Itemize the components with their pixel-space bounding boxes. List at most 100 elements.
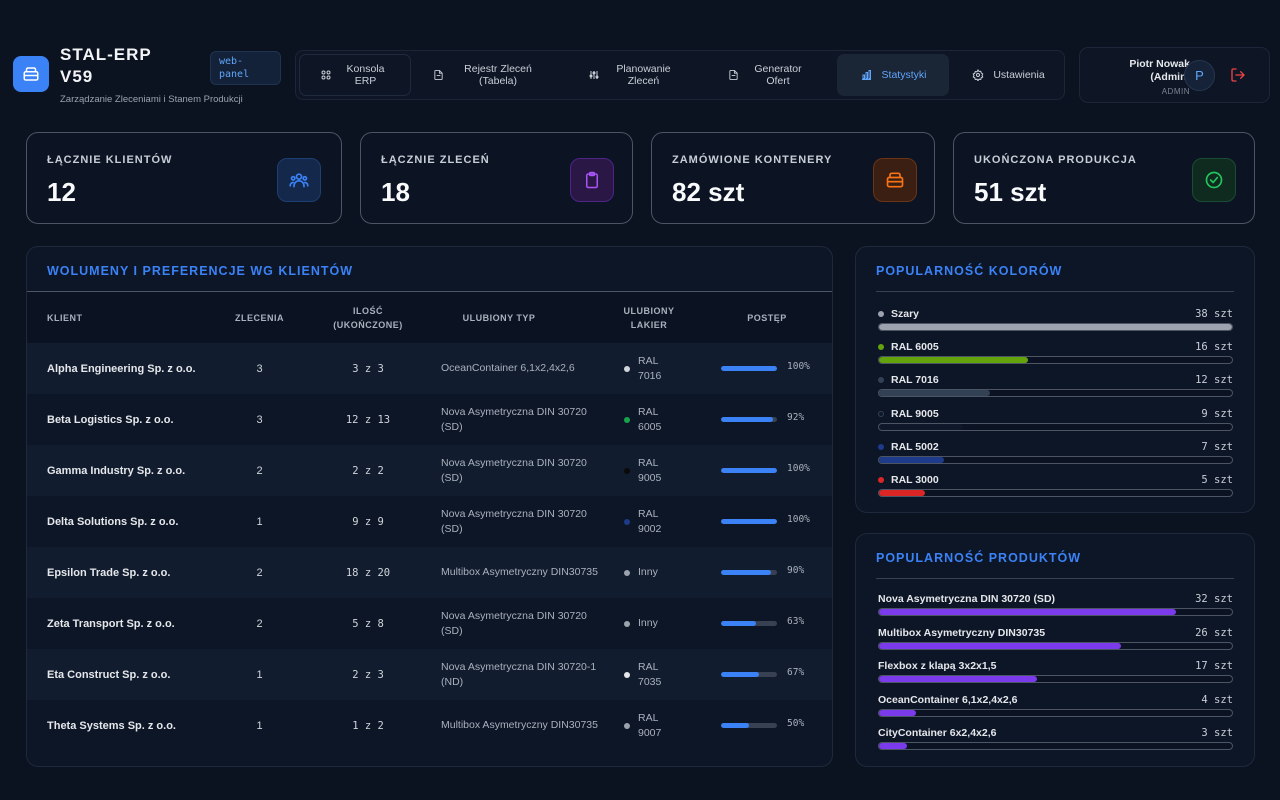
table-row[interactable]: Zeta Transport Sp. z o.o. 2 5 z 8 Nova Asym… <box>27 598 832 649</box>
nav-ustawienia[interactable]: Ustawienia <box>956 54 1061 96</box>
nav-label: Ustawienia <box>993 69 1045 81</box>
app-header: STAL-ERP V59 Zarządzanie Zleceniami i St… <box>0 40 1280 112</box>
table-row[interactable]: Gamma Industry Sp. z o.o. 2 2 z 2 Nova Asym… <box>27 445 832 496</box>
cell-color-text: RAL 7016 <box>638 354 662 382</box>
bar-track <box>878 742 1233 750</box>
bar-track <box>878 455 1233 464</box>
cell-type: Nova Asymetryczna DIN 30720 (SD) <box>441 496 601 547</box>
cell-client: Eta Construct Sp. z o.o. <box>47 668 171 681</box>
colors-popularity-panel: POPULARNOŚĆ KOLORÓW Szary 38 szt RAL 6005 1… <box>855 246 1255 513</box>
progress-bar <box>721 723 777 728</box>
nav-generator-ofert[interactable]: Generator Ofert <box>708 54 828 96</box>
cell-progress: 100% <box>721 496 821 547</box>
stat-label: ZAMÓWIONE KONTENERY <box>672 154 833 166</box>
products-popularity-panel: POPULARNOŚĆ PRODUKTÓW Nova Asymetryczna … <box>855 533 1255 767</box>
nav-statystyki[interactable]: Statystyki <box>837 54 949 96</box>
color-dot <box>624 518 630 525</box>
color-item-name: RAL 9005 <box>891 407 939 420</box>
bar-fill <box>879 490 926 496</box>
table-row[interactable]: Delta Solutions Sp. z o.o. 1 9 z 9 Nova Asy… <box>27 496 832 547</box>
progress-fill <box>721 417 773 422</box>
progress-fill <box>721 621 757 626</box>
nav-rejestr-zlecen[interactable]: Rejestr Zleceń (Tabela) <box>418 54 558 96</box>
cell-progress: 63% <box>721 598 821 649</box>
nav-konsola-erp[interactable]: Konsola ERP <box>299 54 411 96</box>
bar-track <box>878 422 1233 431</box>
cell-qty: 18 z 20 <box>345 566 391 579</box>
color-item: Szary 38 szt <box>878 308 1233 338</box>
product-item-name: Flexbox z klapą 3x2x1,5 <box>878 660 997 672</box>
users-icon <box>277 158 321 202</box>
table-row[interactable]: Eta Construct Sp. z o.o. 1 2 z 3 Nova Asyme… <box>27 649 832 700</box>
cell-client: Delta Solutions Sp. z o.o. <box>47 515 179 528</box>
color-item-name-wrap: RAL 6005 <box>878 341 939 353</box>
cell-orders: 1 <box>256 719 263 732</box>
table-row[interactable]: Beta Logistics Sp. z o.o. 3 12 z 13 Nova As… <box>27 394 832 445</box>
app-subtitle: Zarządzanie Zleceniami i Stanem Produkcj… <box>60 94 243 105</box>
cell-color: RAL 9002 <box>624 496 694 547</box>
stat-value: 12 <box>47 177 76 207</box>
table-row[interactable]: Epsilon Trade Sp. z o.o. 2 18 z 20 Multibox… <box>27 547 832 598</box>
cell-type-text: Nova Asymetryczna DIN 30720 (SD) <box>441 507 587 535</box>
product-item-count: 26 szt <box>1195 626 1233 639</box>
cell-progress: 90% <box>721 547 821 598</box>
bar-fill <box>879 676 1037 682</box>
cell-client: Zeta Transport Sp. z o.o. <box>47 617 175 630</box>
th-color: ULUBIONY LAKIER <box>623 306 675 330</box>
cell-type: Nova Asymetryczna DIN 30720-1 (ND) <box>441 649 601 700</box>
user-name: Piotr Nowak (Admin) <box>1129 58 1190 83</box>
bar-chart-icon <box>861 70 871 80</box>
table-header: KLIENT ZLECENIA ILOŚĆ (UKOŃCZONE) ULUBIO… <box>27 291 832 343</box>
progress-percent: 92% <box>787 412 805 423</box>
color-item-count: 38 szt <box>1195 308 1233 320</box>
color-dot <box>878 344 884 351</box>
cell-type-text: Nova Asymetryczna DIN 30720-1 (ND) <box>441 660 597 688</box>
bar-fill <box>879 390 991 397</box>
progress-bar <box>721 570 777 575</box>
table-row[interactable]: Alpha Engineering Sp. z o.o. 3 3 z 3 OceanC… <box>27 343 832 394</box>
user-role: ADMIN <box>1161 87 1190 96</box>
nav-label: Planowanie Zleceń <box>616 63 671 87</box>
bar-fill <box>879 324 1232 330</box>
progress-bar <box>721 672 777 677</box>
divider <box>876 578 1234 579</box>
app-title: STAL-ERP V59 <box>60 45 152 86</box>
progress-percent: 90% <box>787 565 805 576</box>
bar-fill <box>879 642 1121 649</box>
cell-color: RAL 6005 <box>624 394 694 445</box>
cell-orders: 3 <box>256 413 263 426</box>
nav-planowanie-zlecen[interactable]: Planowanie Zleceń <box>568 54 698 96</box>
cell-type-text: OceanContainer 6,1x2,4x2,6 <box>441 362 575 374</box>
progress-percent: 100% <box>787 463 810 474</box>
cell-client: Theta Systems Sp. z o.o. <box>47 719 176 732</box>
document-icon <box>434 69 443 81</box>
nav-label: Rejestr Zleceń (Tabela) <box>464 63 532 87</box>
progress-fill <box>721 366 777 371</box>
color-dot <box>624 416 630 423</box>
color-dot <box>624 365 630 372</box>
color-item: RAL 7016 12 szt <box>878 374 1233 404</box>
color-item-count: 7 szt <box>1201 440 1233 453</box>
color-item-name: RAL 3000 <box>891 474 939 486</box>
logout-icon[interactable] <box>1230 67 1246 83</box>
bar-track <box>878 323 1233 331</box>
color-item-name-wrap: RAL 3000 <box>878 474 939 486</box>
table-row[interactable]: Theta Systems Sp. z o.o. 1 1 z 2 Multibox A… <box>27 700 832 751</box>
nav-label: Generator Ofert <box>754 63 802 87</box>
color-item: RAL 6005 16 szt <box>878 341 1233 371</box>
th-client: KLIENT <box>47 313 83 323</box>
cell-color: Inny <box>624 547 694 598</box>
color-item-count: 5 szt <box>1201 474 1233 486</box>
avatar[interactable]: P <box>1184 60 1215 91</box>
progress-percent: 63% <box>787 616 805 627</box>
product-item-count: 17 szt <box>1195 660 1233 672</box>
cell-color: Inny <box>624 598 694 649</box>
cell-progress: 100% <box>721 445 821 496</box>
bar-fill <box>879 357 1028 364</box>
color-item-count: 12 szt <box>1195 374 1233 387</box>
panel-title: POPULARNOŚĆ PRODUKTÓW <box>876 551 1082 565</box>
progress-percent: 100% <box>787 514 810 525</box>
color-dot <box>624 467 630 474</box>
check-circle-icon <box>1192 158 1236 202</box>
container-icon <box>873 158 917 202</box>
